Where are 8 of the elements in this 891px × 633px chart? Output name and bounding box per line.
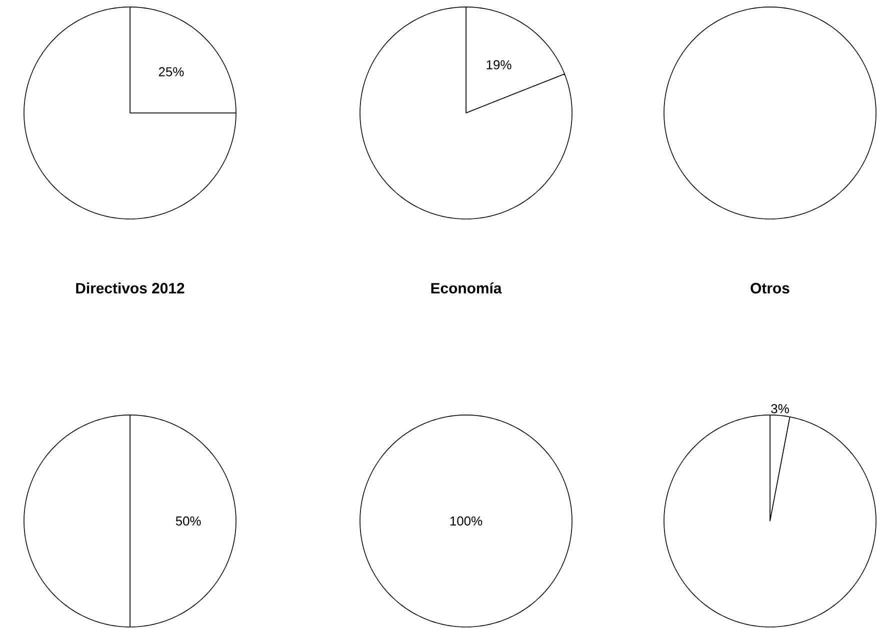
data-label: 25%: [158, 67, 184, 76]
chart-title: Economía: [431, 282, 502, 294]
data-label: 50%: [176, 516, 201, 526]
data-label: 100%: [450, 516, 482, 526]
data-label: 19%: [486, 60, 512, 70]
chart-title: Directivos 2012: [76, 282, 184, 294]
chart-title: Otros: [750, 282, 790, 294]
data-label: 3%: [771, 404, 789, 414]
